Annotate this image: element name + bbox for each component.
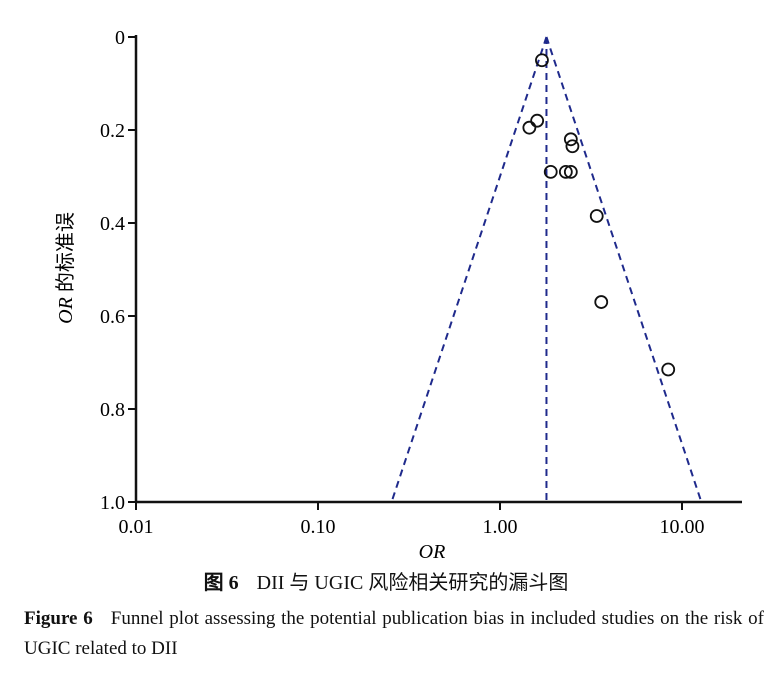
y-tick-label: 0 [115,27,125,49]
y-axis-label: OR 的标准误 [54,212,77,324]
caption-en-figure-number: Figure 6 [24,608,93,629]
study-point [530,113,545,128]
y-tick-label: 0.6 [100,306,125,328]
study-point [522,120,537,135]
y-axis-label-or: OR [55,297,77,324]
caption-chinese: 图 6 DII 与 UGIC 风险相关研究的漏斗图 [0,566,772,595]
study-point [565,139,580,154]
caption-cn-figure-number: 图 6 [203,572,239,594]
y-ticks: 0 0.2 0.4 0.6 0.8 1.0 [100,27,136,514]
y-tick-label: 0.4 [100,213,125,235]
funnel-left-limit [390,36,548,503]
y-tick-label: 0.2 [100,120,125,142]
y-axis-label-rest: 的标准误 [54,212,77,297]
study-point [543,164,558,179]
y-tick-label: 0.8 [100,399,125,421]
x-ticks: 0.01 0.10 1.00 10.00 [119,502,705,538]
funnel-plot: 0.01 0.10 1.00 10.00 0 0.2 0.4 0.6 0.8 1.0 OR OR… [54,27,742,560]
study-points [522,53,676,377]
x-tick-label: 0.10 [301,516,336,538]
x-axis-label: OR [419,541,446,560]
axes [134,35,742,504]
study-point [563,164,578,179]
caption-en-text: Funnel plot assessing the potential publ… [24,608,765,659]
caption-english: Figure 6 Funnel plot assessing the potent… [24,604,764,664]
funnel-right-limit [545,36,703,503]
x-tick-label: 1.00 [483,516,518,538]
funnel-lines [390,36,703,503]
study-point [661,362,676,377]
y-tick-label: 1.0 [100,492,125,514]
caption-cn-text: DII 与 UGIC 风险相关研究的漏斗图 [256,572,569,594]
study-point [563,132,578,147]
study-point [558,164,573,179]
study-point [594,295,609,309]
study-point [589,209,604,223]
x-tick-label: 0.01 [119,516,154,538]
x-tick-label: 10.00 [660,516,705,538]
study-point [535,53,549,68]
